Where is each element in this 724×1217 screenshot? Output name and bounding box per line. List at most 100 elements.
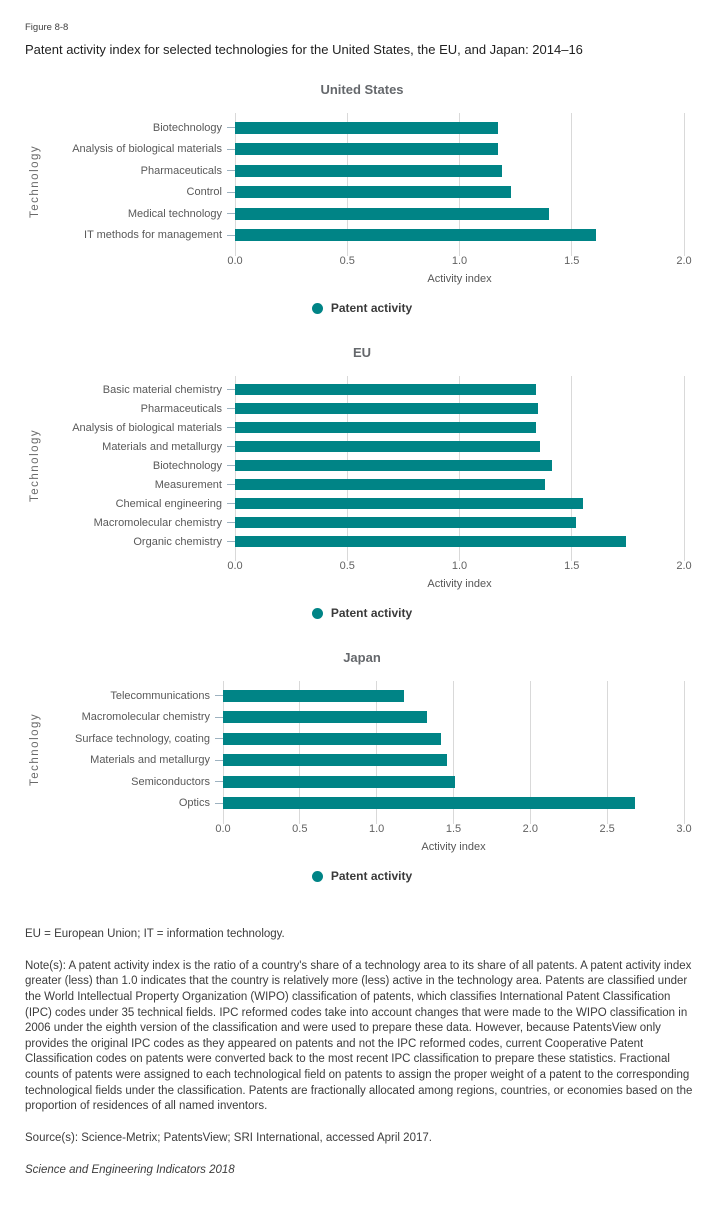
bar-row xyxy=(235,117,684,139)
legend-label: Patent activity xyxy=(330,301,413,315)
patent-activity-bar xyxy=(223,689,405,702)
patent-activity-bar xyxy=(223,754,448,767)
patent-activity-legend-dot xyxy=(311,607,323,619)
category-label-row: Medical technology xyxy=(45,203,235,225)
legend: Patent activity xyxy=(25,869,699,883)
methodology-note: Note(s): A patent activity index is the … xyxy=(25,959,693,1113)
bar-row xyxy=(235,203,684,225)
category-label-row: Macromolecular chemistry xyxy=(45,707,223,729)
y-tick-mark xyxy=(227,446,235,447)
category-label: Macromolecular chemistry xyxy=(81,711,210,724)
category-label-row: Analysis of biological materials xyxy=(45,139,235,161)
x-tick-label: 3.0 xyxy=(676,823,692,835)
source-note: Source(s): Science-Metrix; PatentsView; … xyxy=(25,1131,432,1144)
y-tick-mark xyxy=(215,781,223,783)
chart-title: EU xyxy=(352,345,372,360)
legend-label: Patent activity xyxy=(330,869,413,883)
y-tick-mark xyxy=(215,802,223,804)
y-tick-mark xyxy=(227,503,235,504)
category-label: Medical technology xyxy=(127,207,222,220)
category-label-row: Chemical engineering xyxy=(45,494,235,513)
patent-activity-bar xyxy=(235,479,545,490)
patent-activity-bar xyxy=(235,229,597,242)
category-label: Analysis of biological materials xyxy=(72,143,222,156)
bar-row xyxy=(235,418,684,437)
x-tick-label: 0.0 xyxy=(227,255,243,267)
category-label: Analysis of biological materials xyxy=(72,421,222,434)
y-tick-mark xyxy=(227,148,235,150)
x-axis-title: Activity index xyxy=(427,273,492,285)
x-axis-title: Activity index xyxy=(421,841,486,853)
plot-area xyxy=(234,113,685,256)
y-tick-mark xyxy=(227,170,235,172)
category-label: Semiconductors xyxy=(131,775,210,788)
category-label-row: Pharmaceuticals xyxy=(45,399,235,418)
x-axis-ticks: 0.0 0.5 1.0 1.5 2.0 xyxy=(227,250,691,267)
category-label-row: Measurement xyxy=(45,475,235,494)
figure-label: Figure 8-8 xyxy=(25,22,69,33)
y-tick-mark xyxy=(215,695,223,697)
x-axis-ticks: 0.0 0.5 1.0 1.5 2.0 xyxy=(227,555,691,572)
patent-activity-bar xyxy=(235,121,498,134)
x-tick-label: 0.0 xyxy=(227,560,243,572)
category-label-row: Pharmaceuticals xyxy=(45,160,235,182)
patent-activity-bar xyxy=(235,143,498,156)
category-label-row: Biotechnology xyxy=(45,456,235,475)
bar-row xyxy=(235,456,684,475)
y-tick-mark xyxy=(227,427,235,428)
patent-activity-bar xyxy=(235,207,550,220)
patent-activity-bar xyxy=(223,797,635,810)
bar-row xyxy=(223,793,684,815)
gridline xyxy=(571,113,573,256)
x-tick-label: 2.5 xyxy=(599,823,615,835)
y-axis-title: Technology xyxy=(29,428,41,503)
bar-row xyxy=(235,225,684,247)
legend: Patent activity xyxy=(25,301,699,315)
footnotes: EU = European Union; IT = information te… xyxy=(25,927,699,1178)
x-tick-label: 1.0 xyxy=(451,560,468,572)
category-label-row: Biotechnology xyxy=(45,117,235,139)
category-label-row: Telecommunications xyxy=(45,685,223,707)
y-axis-title: Technology xyxy=(29,712,41,787)
category-label-row: IT methods for management xyxy=(45,225,235,247)
category-labels: Biotechnology Analysis of biological mate… xyxy=(45,113,235,250)
chart-japan: Japan Technology Telecommunications Macromo… xyxy=(0,650,724,883)
y-tick-mark xyxy=(227,541,235,542)
patent-activity-bar xyxy=(235,536,626,547)
category-label: Biotechnology xyxy=(152,121,222,134)
gridline xyxy=(234,113,236,256)
x-tick-label: 2.0 xyxy=(676,255,692,267)
x-tick-label: 2.0 xyxy=(522,823,538,835)
gridline xyxy=(453,681,454,824)
y-axis-title: Technology xyxy=(29,144,41,219)
chart-body: Technology Basic material chemistry Pharma… xyxy=(25,376,724,561)
gridline xyxy=(299,681,301,824)
gridline xyxy=(346,113,348,256)
patent-activity-bar xyxy=(235,441,541,452)
gridline xyxy=(529,681,531,824)
bar-row xyxy=(223,771,684,793)
bar-row xyxy=(235,513,684,532)
patent-activity-bar xyxy=(235,186,512,199)
patent-activity-bar xyxy=(235,403,539,414)
x-axis-title: Activity index xyxy=(427,578,492,590)
plot-area xyxy=(234,376,685,561)
chart-title: Japan xyxy=(343,650,381,665)
x-tick-label: 2.0 xyxy=(676,560,692,572)
category-label-row: Basic material chemistry xyxy=(45,380,235,399)
category-label-row: Materials and metallurgy xyxy=(45,750,223,772)
legend-label: Patent activity xyxy=(330,606,413,620)
patent-activity-bar xyxy=(235,498,583,509)
category-label: Measurement xyxy=(154,478,222,491)
x-tick-label: 0.5 xyxy=(292,823,308,835)
chart-body: Technology Telecommunications Macromolecul… xyxy=(25,681,724,824)
abbreviation-note: EU = European Union; IT = information te… xyxy=(25,928,285,940)
patent-activity-bar xyxy=(235,517,577,528)
legend: Patent activity xyxy=(25,606,699,620)
chart-body: Technology Biotechnology Analysis of biolo… xyxy=(25,113,724,256)
gridline xyxy=(459,113,460,256)
category-label-row: Semiconductors xyxy=(45,771,223,793)
category-label-row: Materials and metallurgy xyxy=(45,437,235,456)
bar-row xyxy=(223,750,684,772)
